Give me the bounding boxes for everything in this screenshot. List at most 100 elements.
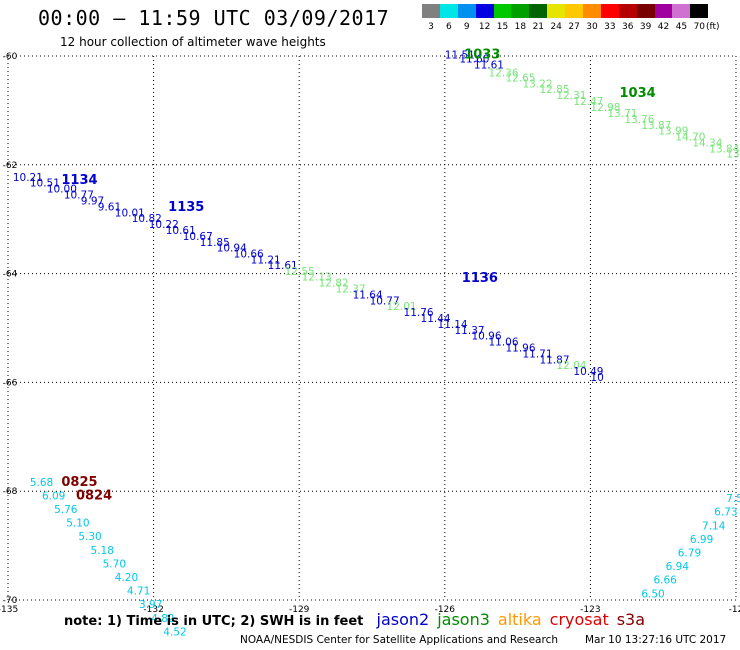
swh-value: 13.99 [658, 125, 688, 137]
axis-tick-labels: -135 -132 -129 -126 -123 -12 -60 -62 -64 -66 -68 -7… [0, 52, 740, 615]
pass-time-label: 1034 [620, 86, 656, 101]
swh-value: 12.82 [319, 278, 349, 290]
swh-value: 11.71 [522, 348, 552, 360]
swh-value: 10.66 [234, 248, 264, 260]
colorbar-swatch [672, 4, 691, 18]
swh-value: 4.82 [151, 613, 174, 625]
y-tick-label: -60 [3, 52, 18, 62]
swh-value: 14.34 [692, 137, 722, 149]
satellite-legend: note: 1) Time is in UTC; 2) SWH is in fe… [64, 610, 645, 629]
pass-time-label: 0824 [76, 488, 112, 503]
swh-value: 12.13 [302, 272, 332, 284]
pass-time-label: 1135 [168, 200, 204, 215]
plot-grid [8, 56, 736, 600]
swh-value: 12.85 [539, 84, 569, 96]
swh-value: 10.94 [217, 242, 247, 254]
swh-value: 7.5 [726, 493, 740, 505]
swh-value: 14.70 [675, 131, 705, 143]
swh-value: 5.10 [66, 518, 89, 530]
swh-value: 13.71 [607, 108, 637, 120]
swh-value: 11.06 [488, 336, 518, 348]
x-tick-label: -126 [435, 605, 456, 615]
colorbar-cell: 45 [672, 4, 691, 32]
colorbar-label: 18 [514, 22, 527, 32]
swh-value: 10.61 [166, 225, 196, 237]
swh-value: 5.30 [78, 531, 101, 543]
colorbar-swatch [565, 4, 584, 18]
swh-value: 6.66 [653, 575, 677, 587]
pass-time-label: 1136 [462, 271, 498, 286]
generation-timestamp: Mar 10 13:27:16 UTC 2017 [585, 634, 727, 646]
colorbar-cell: 70 [690, 4, 709, 32]
swh-value: 10.22 [149, 219, 179, 231]
colorbar-label: 6 [445, 22, 452, 32]
colorbar-swatch [636, 4, 655, 18]
swh-value: 5.68 [30, 477, 53, 489]
swh-value: 11.64 [353, 290, 383, 302]
colorbar-label: 24 [550, 22, 562, 32]
legend-cryosat: cryosat [549, 610, 609, 629]
colorbar-swatch [583, 4, 601, 18]
swh-value: 5.70 [103, 558, 126, 570]
swh-value: 9.97 [81, 196, 104, 208]
y-tick-label: -64 [3, 270, 18, 280]
swh-value-labels: 11.5111.6011.6112.3612.6513.2212.8512.31… [13, 50, 740, 639]
swh-value: 5.76 [54, 504, 78, 516]
swh-value: 10 [590, 372, 603, 384]
swh-value: 4.71 [127, 586, 150, 598]
colorbar-cell: 9 [457, 4, 476, 32]
swh-value: 6.94 [666, 561, 690, 573]
swh-value: 9.61 [98, 201, 121, 213]
swh-value: 12.65 [505, 73, 535, 85]
swh-value: 11.14 [438, 319, 468, 331]
swh-value: 10.49 [573, 366, 603, 378]
swh-value: 6.99 [690, 534, 713, 546]
x-tick-label: -135 [0, 605, 18, 615]
satellite-list: jason2 jason3 altika cryosat s3a [369, 610, 646, 629]
colorbar-swatch [493, 4, 512, 18]
swh-value: 11.61 [268, 260, 298, 272]
colorbar-label: 9 [463, 22, 470, 32]
swh-value: 13.34 [726, 149, 740, 161]
colorbar-label: 70 [693, 22, 706, 32]
colorbar-cell: 24 [547, 4, 566, 32]
page-subtitle: 12 hour collection of altimeter wave hei… [60, 35, 326, 49]
pass-time-label: 0825 [61, 475, 97, 490]
legend-note: note: 1) Time is in UTC; 2) SWH is in fe… [64, 614, 364, 629]
colorbar-cell: 21 [529, 4, 548, 32]
colorbar-cell: 33 [600, 4, 619, 32]
swh-value: 11.61 [474, 60, 504, 72]
page-title: 00:00 – 11:59 UTC 03/09/2017 [38, 6, 390, 30]
colorbar-cell: 12 [475, 4, 494, 32]
swh-value: 3.97 [139, 599, 162, 611]
swh-value: 7.14 [702, 520, 726, 532]
swh-value: 13.87 [641, 120, 671, 132]
colorbar-swatch [422, 4, 440, 18]
swh-value: 10.00 [47, 184, 77, 196]
colorbar-swatch [600, 4, 619, 18]
colorbar-label: 42 [657, 22, 670, 32]
swh-value: 11.96 [505, 342, 535, 354]
swh-value: 10.82 [132, 213, 162, 225]
legend-s3a: s3a [616, 610, 646, 629]
y-tick-label: -62 [3, 161, 18, 171]
swh-value: 11.21 [251, 254, 281, 266]
colorbar-cell: 27 [565, 4, 584, 32]
colorbar-label: 30 [586, 22, 598, 32]
colorbar-cell: 30 [583, 4, 601, 32]
credit-line: NOAA/NESDIS Center for Satellite Applica… [240, 634, 558, 646]
swh-value: 11.51 [445, 50, 475, 62]
swh-value: 11.60 [459, 54, 489, 66]
swh-value: 10.77 [370, 296, 400, 308]
swh-value: 10.96 [471, 330, 501, 342]
colorbar-cell: 42 [654, 4, 673, 32]
swh-value: 11.44 [421, 313, 451, 325]
legend-jason3: jason3 [437, 610, 490, 629]
x-tick-label: -129 [289, 605, 310, 615]
swh-value: 12.37 [336, 284, 366, 296]
swh-value: 10.67 [183, 231, 213, 243]
colorbar-cell: 15 [493, 4, 512, 32]
swh-value: 12.31 [556, 90, 586, 102]
